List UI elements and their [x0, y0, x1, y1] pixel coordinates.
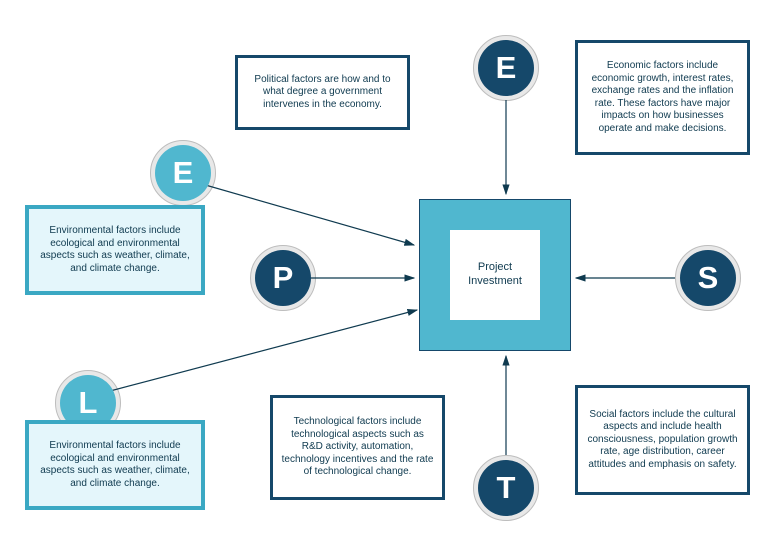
textbox-technological: Technological factors include technologi…: [270, 395, 445, 500]
textbox-text: Economic factors include economic growth…: [586, 60, 739, 135]
textbox-text: Environmental factors include ecological…: [37, 225, 193, 275]
center-label-box: Project Investment: [450, 230, 540, 320]
textbox-text: Environmental factors include ecological…: [37, 440, 193, 490]
textbox-social: Social factors include the cultural aspe…: [575, 385, 750, 495]
node-E_env: E: [155, 145, 211, 201]
node-letter: L: [79, 385, 98, 421]
textbox-text: Political factors are how and to what de…: [246, 74, 399, 112]
node-S: S: [680, 250, 736, 306]
node-letter: E: [173, 155, 194, 191]
textbox-political: Political factors are how and to what de…: [235, 55, 410, 130]
textbox-environmental2: Environmental factors include ecological…: [25, 420, 205, 510]
node-E_econ: E: [478, 40, 534, 96]
node-T: T: [478, 460, 534, 516]
center-label: Project Investment: [450, 261, 540, 289]
connector-E_env: [188, 180, 414, 245]
node-letter: P: [273, 260, 294, 296]
node-letter: S: [698, 260, 719, 296]
textbox-text: Social factors include the cultural aspe…: [586, 409, 739, 472]
textbox-economic: Economic factors include economic growth…: [575, 40, 750, 155]
node-letter: T: [497, 470, 516, 506]
connector-L: [95, 310, 417, 395]
center-project-investment: Project Investment: [420, 200, 570, 350]
node-letter: E: [496, 50, 517, 86]
textbox-text: Technological factors include technologi…: [281, 416, 434, 479]
textbox-environmental1: Environmental factors include ecological…: [25, 205, 205, 295]
node-P: P: [255, 250, 311, 306]
